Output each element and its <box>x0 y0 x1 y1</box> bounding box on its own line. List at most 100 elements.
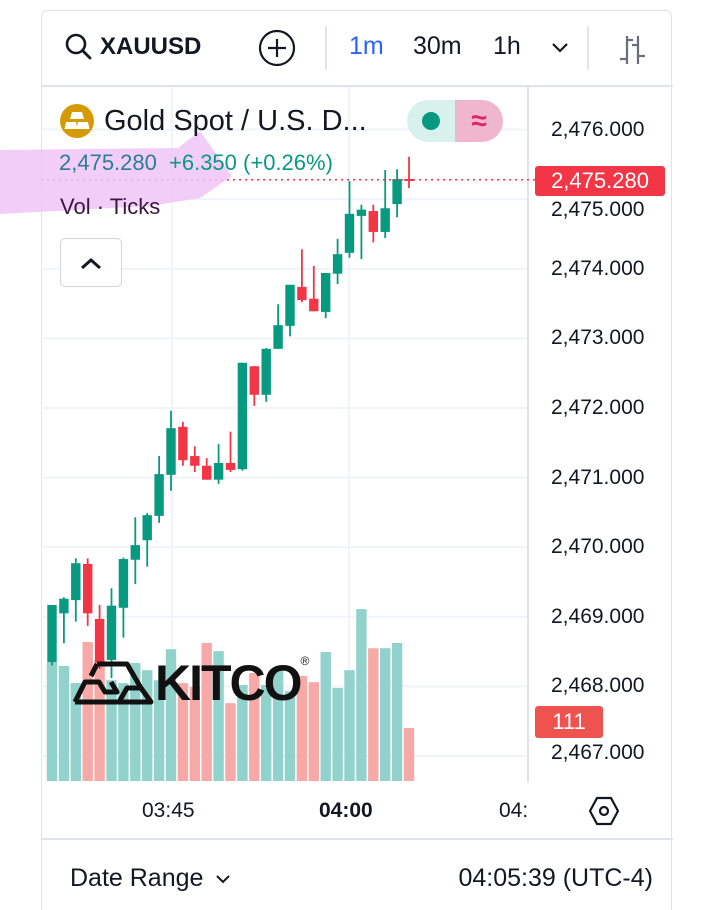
volume-indicator-label[interactable]: Vol · Ticks <box>60 194 161 219</box>
volume-bar <box>130 663 141 781</box>
time-label-0400: 04:00 <box>319 799 373 822</box>
chart-widget <box>41 10 672 910</box>
volume-bar <box>284 691 296 781</box>
candle-up <box>321 272 331 312</box>
timeframe-1h[interactable]: 1h <box>493 32 521 60</box>
volume-bar <box>380 648 391 781</box>
candle-down <box>83 563 93 614</box>
volume-tag: 111 <box>535 706 603 738</box>
green-dot-icon <box>422 112 440 130</box>
timeframe-30m[interactable]: 30m <box>413 32 462 60</box>
legend-title: Gold Spot / U.S. D... <box>104 104 367 137</box>
last-price-tag-text: 2,475.280 <box>551 168 649 193</box>
volume-bar <box>106 680 117 781</box>
candle-up <box>130 545 140 560</box>
time-label-0415: 04: <box>499 799 527 822</box>
candle-down <box>297 286 307 301</box>
candle-up <box>166 428 176 475</box>
volume-bar <box>153 680 165 781</box>
candle-up <box>106 605 117 660</box>
candle-down <box>225 462 236 470</box>
symbol-label: XAUUSD <box>100 33 202 60</box>
approx-icon: ≈ <box>471 105 487 136</box>
candle-up <box>213 462 224 480</box>
delayed-data-indicator: ≈ <box>455 100 503 142</box>
candle-down <box>190 456 200 466</box>
settings-icon[interactable] <box>588 795 620 827</box>
volume-bar <box>213 651 224 781</box>
candle-up <box>118 559 129 608</box>
volume-bar <box>46 662 58 781</box>
legend-values: 2,475.280 +6.350 (+0.26%) <box>59 150 333 176</box>
volume-bar <box>344 670 355 781</box>
volume-bar <box>249 673 260 781</box>
volume-bar <box>391 642 403 781</box>
candle-up <box>332 254 343 274</box>
volume-bar <box>237 685 248 781</box>
candle-down <box>309 298 319 312</box>
chevron-up-icon <box>81 257 101 269</box>
volume-bar <box>94 660 105 781</box>
timezone-clock[interactable]: 04:05:39 (UTC-4) <box>458 864 653 892</box>
price-axis-label: 2,476.000 <box>551 117 645 141</box>
header-separator <box>41 85 673 87</box>
date-range-button[interactable]: Date Range <box>70 864 231 893</box>
volume-bar <box>58 665 70 781</box>
volume-bar <box>189 686 200 781</box>
volume-bar <box>332 687 343 781</box>
candle-up <box>285 284 295 326</box>
price-axis-label: 2,467.000 <box>551 741 645 764</box>
volume-bar <box>403 727 415 781</box>
volume-bar <box>308 682 319 781</box>
candle-up <box>237 362 248 470</box>
candle-up <box>392 179 402 205</box>
volume-bar <box>142 670 153 781</box>
price-axis-label: 2,470.000 <box>551 535 645 559</box>
candle-style-icon[interactable] <box>617 32 647 68</box>
candle-down <box>178 426 188 461</box>
volume-bar <box>118 683 129 781</box>
collapse-legend-button[interactable] <box>60 238 122 287</box>
volume-tag-text: 111 <box>552 709 586 734</box>
price-axis-label: 2,473.000 <box>551 326 645 350</box>
add-symbol-icon[interactable] <box>257 28 297 68</box>
volume-bar <box>70 683 81 781</box>
search-icon <box>65 33 92 60</box>
price-axis-label: 2,475.000 <box>551 198 645 221</box>
chevron-down-icon[interactable] <box>550 41 570 55</box>
market-status-pill[interactable]: ≈ <box>407 100 503 142</box>
candle-up <box>344 213 355 253</box>
volume-bar <box>201 642 212 781</box>
legend-title-row[interactable]: Gold Spot / U.S. D... <box>59 103 367 139</box>
volume-bar <box>272 668 284 781</box>
header-divider <box>325 26 327 70</box>
price-axis-label: 2,472.000 <box>551 396 645 419</box>
candle-up <box>356 209 367 216</box>
symbol-search[interactable]: XAUUSD <box>64 32 201 62</box>
candle-up <box>59 598 69 614</box>
gold-bars-icon <box>60 104 94 138</box>
candle-down <box>249 366 259 395</box>
last-price-tag: 2,475.280 <box>535 166 665 196</box>
volume-bar <box>261 685 272 781</box>
volume-bar <box>356 609 367 781</box>
footer-separator <box>41 838 673 840</box>
timeframe-1m[interactable]: 1m <box>349 32 384 60</box>
volume-bar <box>320 652 331 781</box>
volume-bar <box>177 683 189 781</box>
price-axis-label: 2,471.000 <box>551 465 645 489</box>
candle-up <box>142 515 152 541</box>
volume-bar <box>225 703 236 781</box>
volume-bar <box>368 648 379 781</box>
volume-bar <box>296 675 308 781</box>
candle-up <box>261 348 271 395</box>
candle-down <box>94 618 105 663</box>
price-axis-label: 2,474.000 <box>551 256 645 280</box>
legend-last-price: 2,475.280 <box>59 150 157 175</box>
candle-up <box>154 474 164 516</box>
candle-up <box>273 325 283 349</box>
candle-down <box>202 465 212 480</box>
volume-bar <box>165 649 177 781</box>
candle-down <box>368 211 378 232</box>
